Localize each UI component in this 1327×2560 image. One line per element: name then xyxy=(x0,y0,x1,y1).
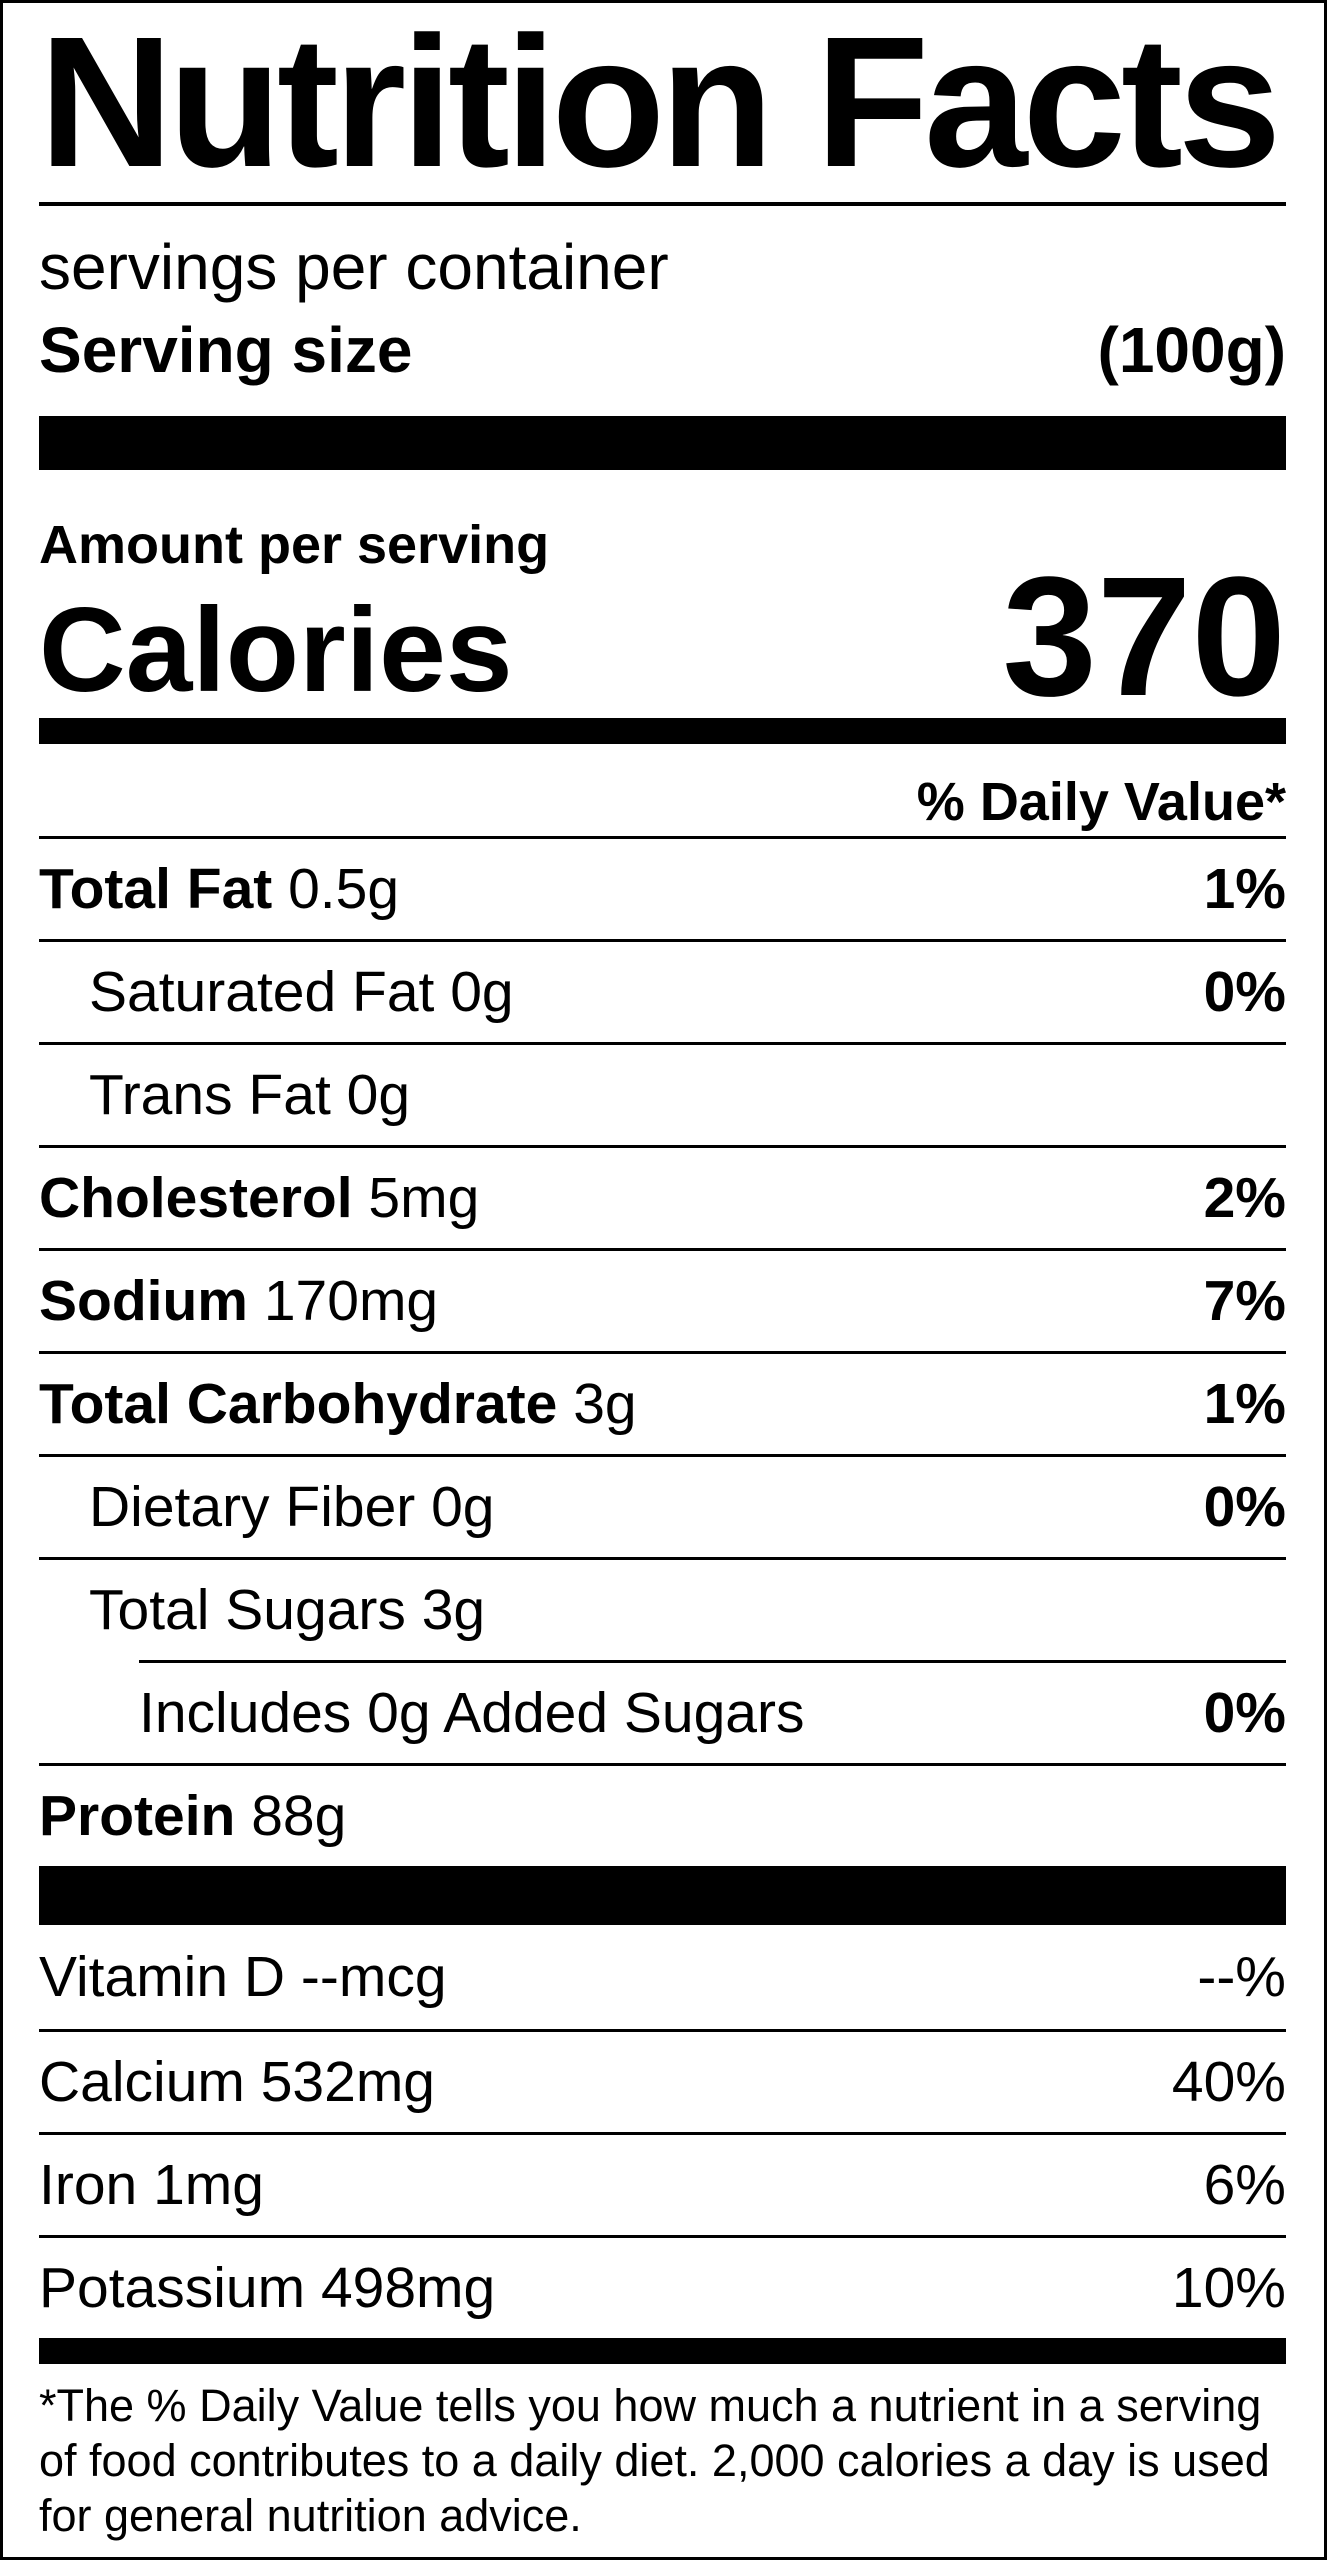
calories-label: Calories xyxy=(39,583,513,717)
nutrient-name: Saturated Fat xyxy=(89,960,435,1024)
vitamin-name: Calcium xyxy=(39,2050,245,2114)
nutrient-row-protein: Protein 88g xyxy=(39,1763,1286,1866)
vitamin-name: Potassium xyxy=(39,2256,306,2320)
vitamin-dv: 40% xyxy=(1171,2050,1286,2114)
nutrient-name: Total Sugars xyxy=(89,1578,406,1642)
nutrient-name: Cholesterol xyxy=(39,1166,353,1230)
calories-value: 370 xyxy=(1002,542,1286,732)
nutrient-row-total-carbohydrate: Total Carbohydrate 3g 1% xyxy=(39,1351,1286,1454)
servings-per-container: servings per container xyxy=(39,231,669,303)
nutrient-row-trans-fat: Trans Fat 0g xyxy=(39,1042,1286,1145)
nutrient-amount: 170mg xyxy=(263,1269,439,1333)
nutrient-name: Trans Fat xyxy=(89,1063,331,1127)
amount-per-serving: Amount per serving xyxy=(39,515,550,575)
nutrient-row-total-sugars: Total Sugars 3g xyxy=(39,1557,1286,1660)
vitamin-amount: 532mg xyxy=(260,2050,436,2114)
nutrient-row-cholesterol: Cholesterol 5mg 2% xyxy=(39,1145,1286,1248)
nutrient-dv: 0% xyxy=(1203,1475,1286,1539)
vitamin-row-potassium: Potassium 498mg 10% xyxy=(39,2235,1286,2338)
vitamin-name: Iron xyxy=(39,2153,138,2217)
vitamin-dv: 6% xyxy=(1203,2153,1286,2217)
nutrient-amount: 0g xyxy=(431,1475,495,1539)
nutrient-name: Dietary Fiber xyxy=(89,1475,416,1539)
vitamin-row-calcium: Calcium 532mg 40% xyxy=(39,2029,1286,2132)
nutrient-row-dietary-fiber: Dietary Fiber 0g 0% xyxy=(39,1454,1286,1557)
nutrient-dv: 0% xyxy=(1203,960,1286,1024)
divider xyxy=(39,202,1286,206)
serving-size-label: Serving size xyxy=(39,314,413,386)
thick-divider xyxy=(39,1866,1286,1925)
nutrient-name: Includes 0g Added Sugars xyxy=(139,1681,805,1745)
vitamin-amount: 498mg xyxy=(320,2256,496,2320)
nutrient-amount: 0.5g xyxy=(288,857,400,921)
daily-value-header: % Daily Value* xyxy=(916,772,1286,832)
footnote: *The % Daily Value tells you how much a … xyxy=(39,2380,1270,2541)
nutrient-dv: 7% xyxy=(1203,1269,1286,1333)
nutrient-name: Total Carbohydrate xyxy=(39,1372,558,1436)
vitamin-name: Vitamin D xyxy=(39,1945,286,2009)
nutrient-amount: 3g xyxy=(421,1578,486,1642)
nutrient-amount: 0g xyxy=(450,960,514,1024)
label-title: Nutrition Facts xyxy=(39,0,1281,206)
serving-size-value: (100g) xyxy=(1097,314,1287,386)
vitamin-amount: --mcg xyxy=(300,1945,447,2009)
vitamin-dv: 10% xyxy=(1171,2256,1286,2320)
nutrient-amount: 88g xyxy=(251,1784,347,1848)
nutrient-dv: 1% xyxy=(1203,1372,1286,1436)
nutrient-name: Sodium xyxy=(39,1269,248,1333)
serving-size: Serving size (100g) xyxy=(39,302,1286,416)
nutrient-dv: 2% xyxy=(1203,1166,1286,1230)
calories-row: Calories 370 xyxy=(39,552,1286,722)
nutrient-row-saturated-fat: Saturated Fat 0g 0% xyxy=(39,939,1286,1042)
medium-divider xyxy=(39,718,1286,744)
nutrient-name: Protein xyxy=(39,1784,236,1848)
nutrient-amount: 0g xyxy=(346,1063,411,1127)
nutrient-name: Total Fat xyxy=(39,857,273,921)
nutrient-row-added-sugars: Includes 0g Added Sugars 0% xyxy=(139,1660,1286,1763)
nutrient-row-total-fat: Total Fat 0.5g 1% xyxy=(39,836,1286,939)
nutrient-row-sodium: Sodium 170mg 7% xyxy=(39,1248,1286,1351)
vitamin-row-vitamin-d: Vitamin D --mcg --% xyxy=(39,1925,1286,2029)
vitamin-row-iron: Iron 1mg 6% xyxy=(39,2132,1286,2235)
vitamin-amount: 1mg xyxy=(153,2153,264,2217)
vitamin-dv: --% xyxy=(1197,1945,1286,2009)
nutrient-amount: 5mg xyxy=(368,1166,480,1230)
nutrient-amount: 3g xyxy=(573,1372,637,1436)
nutrient-dv: 1% xyxy=(1203,857,1286,921)
medium-divider xyxy=(39,2338,1286,2364)
nutrient-dv: 0% xyxy=(1203,1681,1286,1745)
thick-divider xyxy=(39,416,1286,470)
